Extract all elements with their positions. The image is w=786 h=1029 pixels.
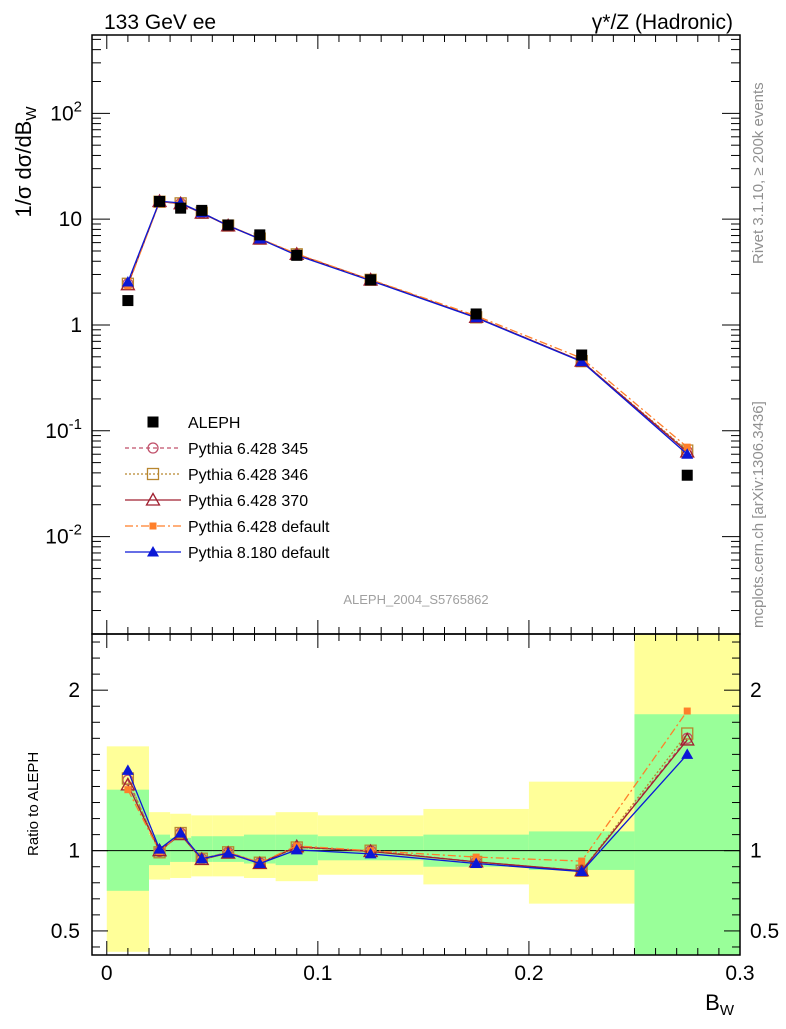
mc-marker-main <box>121 275 134 287</box>
axis-ticks <box>92 35 741 955</box>
mc-marker-main <box>683 443 691 451</box>
y-tick-label: 10-1 <box>45 416 82 443</box>
legend-label: Pythia 6.428 default <box>188 519 330 536</box>
plot-frames <box>91 34 741 956</box>
mc-line-main <box>127 201 688 452</box>
mc-marker-ratio <box>121 764 134 775</box>
mc-marker-ratio <box>124 786 132 794</box>
mc-marker-ratio <box>290 843 303 855</box>
mc-line-main <box>127 201 688 448</box>
text-labels: 0 0.1 0.2 0.3 10-2 10-1 1 10 102 0.5 0.5 1 1 2 2 BW 1/σ … <box>11 98 779 1019</box>
ratio-tick-label-right: 0.5 <box>750 920 779 943</box>
data-point <box>122 295 134 307</box>
green-band <box>106 789 149 891</box>
ratio-tick-label-right: 2 <box>750 679 762 702</box>
mc-marker-ratio <box>195 852 208 864</box>
legend-label: Pythia 6.428 370 <box>188 493 308 510</box>
data-point <box>222 219 234 231</box>
mc-marker-ratio <box>153 843 166 854</box>
legend-marker <box>149 522 157 530</box>
x-tick-label: 0 <box>101 962 113 985</box>
mc-marker-ratio <box>578 857 586 865</box>
ratio-frame <box>91 633 741 956</box>
data-point <box>154 195 166 207</box>
ratio-tick-label-left: 1 <box>68 840 80 863</box>
mc-marker-ratio <box>472 853 480 861</box>
y-tick-label: 102 <box>50 98 82 125</box>
x-tick-label: 0.2 <box>514 962 543 985</box>
data-point <box>291 249 303 261</box>
legend-label: Pythia 6.428 345 <box>188 441 308 458</box>
legend-label: Pythia 8.180 default <box>188 545 330 562</box>
data-markers <box>122 195 693 481</box>
y-axis-title: 1/σ dσ/dBW <box>11 106 40 218</box>
mc-marker-ratio <box>470 857 483 869</box>
legend: ALEPH Pythia 6.428 345 Pythia 6.428 346 Pyt… <box>125 415 330 562</box>
y-tick-label: 1 <box>70 314 82 337</box>
data-point <box>365 274 377 286</box>
mc-marker-ratio <box>253 857 266 869</box>
data-point <box>576 349 588 361</box>
ratio-tick-label-right: 1 <box>750 840 762 863</box>
analysis-label: ALEPH_2004_S5765862 <box>343 592 488 607</box>
title-left: 133 GeV ee <box>104 11 216 34</box>
data-point <box>196 204 208 216</box>
legend-marker <box>147 546 159 557</box>
mc-marker-ratio <box>681 727 694 740</box>
data-point <box>681 469 693 481</box>
legend-label: Pythia 6.428 346 <box>188 467 308 484</box>
mc-marker-ratio <box>681 748 694 759</box>
legend-marker <box>145 492 161 506</box>
y-tick-label: 10 <box>59 208 82 231</box>
legend-marker-data <box>147 416 159 428</box>
x-tick-label: 0.3 <box>725 962 754 985</box>
mc-marker-ratio <box>679 732 695 746</box>
x-axis-title: BW <box>705 990 735 1019</box>
side-label-top: Rivet 3.1.10, ≥ 200k events <box>750 82 767 264</box>
legend-marker <box>147 442 159 454</box>
mc-marker-main <box>681 448 694 459</box>
data-point <box>175 202 187 214</box>
x-tick-label: 0.1 <box>303 962 332 985</box>
data-point <box>254 229 266 241</box>
data-point <box>470 308 482 320</box>
mc-marker-main <box>575 355 588 367</box>
legend-label-data: ALEPH <box>188 415 240 432</box>
ratio-tick-label-left: 2 <box>68 679 80 702</box>
mc-line-main <box>127 201 688 452</box>
legend-marker <box>146 467 160 481</box>
mc-marker-ratio <box>683 707 691 715</box>
green-band <box>170 837 192 862</box>
mc-marker-ratio <box>222 847 235 858</box>
mc-marker-ratio <box>174 827 187 838</box>
ratio-ylabel: Ratio to ALEPH <box>25 752 42 856</box>
y-tick-label: 10-2 <box>45 522 82 549</box>
title-right: γ*/Z (Hadronic) <box>592 11 733 34</box>
ratio-tick-label-left: 0.5 <box>51 920 80 943</box>
mc-marker-ratio <box>364 847 377 859</box>
side-label-bottom: mcplots.cern.ch [arXiv:1306.3436] <box>750 401 767 628</box>
mc-marker-ratio <box>575 865 588 877</box>
